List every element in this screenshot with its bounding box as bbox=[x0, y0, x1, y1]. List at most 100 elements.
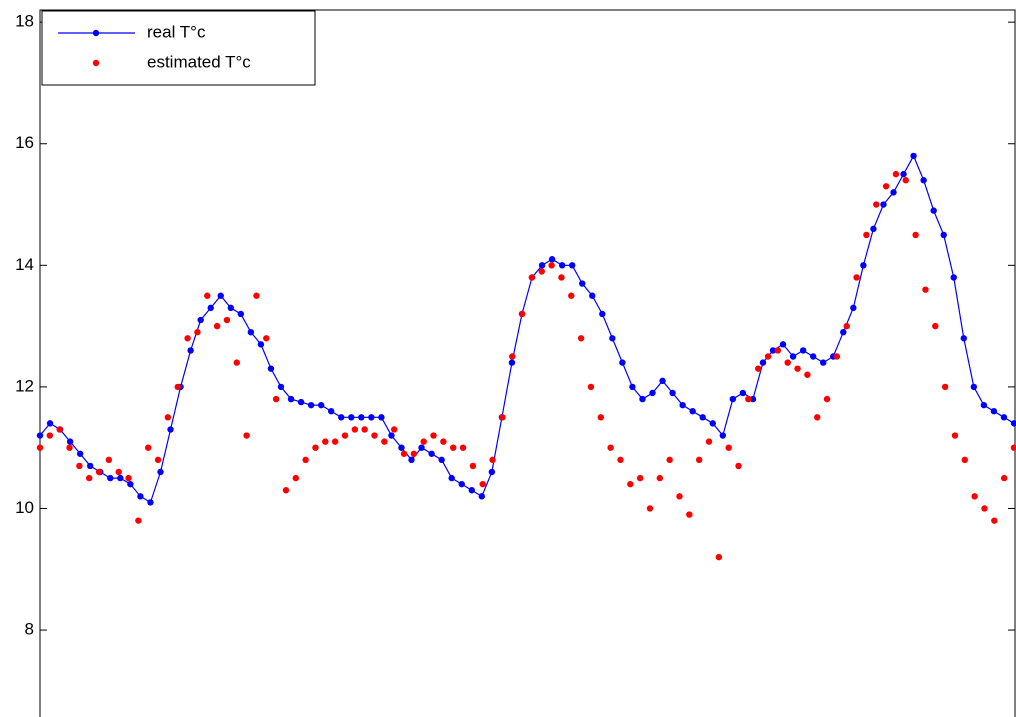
data-point bbox=[115, 468, 122, 476]
data-point bbox=[297, 398, 305, 406]
data-point bbox=[725, 444, 732, 451]
data-point bbox=[597, 414, 604, 421]
data-point bbox=[277, 383, 285, 391]
data-point bbox=[991, 517, 998, 524]
data-point bbox=[833, 353, 841, 360]
data-point bbox=[368, 414, 375, 421]
data-point bbox=[739, 389, 747, 397]
data-point bbox=[860, 262, 867, 269]
data-point bbox=[237, 310, 245, 318]
data-point bbox=[568, 262, 576, 269]
data-point bbox=[715, 553, 723, 561]
data-point bbox=[351, 426, 359, 433]
data-point bbox=[695, 456, 703, 464]
y-tick-label: 12 bbox=[15, 376, 34, 395]
data-point bbox=[66, 438, 74, 445]
data-point bbox=[528, 274, 536, 281]
plot-frame bbox=[39, 9, 1016, 717]
data-point bbox=[95, 468, 103, 476]
data-point bbox=[656, 474, 664, 482]
data-point bbox=[167, 426, 174, 433]
data-point bbox=[961, 456, 969, 464]
data-point bbox=[217, 292, 224, 299]
data-point bbox=[204, 292, 211, 299]
data-point bbox=[1010, 420, 1016, 427]
data-point bbox=[488, 468, 496, 476]
data-point bbox=[882, 183, 890, 190]
data-point bbox=[880, 201, 887, 208]
data-point bbox=[922, 286, 929, 293]
data-point bbox=[87, 462, 94, 470]
data-point bbox=[253, 292, 260, 299]
data-point bbox=[843, 322, 850, 330]
data-point bbox=[870, 225, 877, 233]
series-line bbox=[39, 154, 1015, 504]
data-point bbox=[390, 426, 398, 433]
data-point bbox=[589, 292, 596, 299]
data-point bbox=[853, 274, 860, 281]
data-point bbox=[233, 359, 240, 366]
data-point bbox=[568, 292, 575, 299]
data-point bbox=[950, 274, 957, 281]
data-point bbox=[36, 444, 44, 451]
data-point bbox=[920, 177, 927, 184]
data-point bbox=[358, 414, 365, 421]
data-point bbox=[873, 201, 880, 208]
data-point bbox=[174, 383, 181, 391]
data-point bbox=[900, 170, 907, 178]
data-point bbox=[840, 328, 847, 336]
y-tick-label: 8 bbox=[25, 620, 34, 639]
data-point bbox=[197, 316, 204, 324]
data-point bbox=[548, 262, 555, 269]
y-tick-label: 10 bbox=[15, 498, 34, 517]
data-point bbox=[814, 414, 821, 421]
data-point bbox=[381, 438, 388, 445]
legend-label: estimated T°c bbox=[147, 52, 251, 71]
data-point bbox=[649, 389, 656, 397]
data-point bbox=[184, 335, 191, 342]
data-point bbox=[322, 438, 329, 445]
data-point bbox=[745, 395, 752, 403]
data-point bbox=[666, 456, 673, 464]
legend-label: real T°c bbox=[147, 22, 206, 41]
data-point bbox=[759, 359, 767, 366]
data-point bbox=[458, 480, 465, 488]
legend-marker bbox=[92, 29, 100, 37]
data-point bbox=[809, 353, 817, 360]
data-point bbox=[448, 474, 455, 482]
data-point bbox=[76, 450, 84, 457]
data-point bbox=[213, 322, 221, 330]
data-point bbox=[699, 414, 706, 421]
data-point bbox=[799, 347, 807, 354]
data-point bbox=[558, 262, 566, 269]
data-point bbox=[577, 335, 585, 342]
data-point bbox=[348, 414, 355, 421]
data-point bbox=[784, 359, 791, 366]
data-point bbox=[689, 408, 696, 415]
data-point bbox=[127, 480, 134, 488]
data-point bbox=[440, 438, 447, 445]
data-point bbox=[558, 274, 565, 281]
data-point bbox=[154, 456, 162, 464]
data-point bbox=[312, 444, 319, 451]
data-point bbox=[257, 341, 265, 348]
data-point bbox=[227, 304, 234, 312]
legend-box bbox=[41, 10, 316, 86]
data-point bbox=[499, 414, 506, 421]
data-point bbox=[729, 395, 737, 403]
data-point bbox=[459, 444, 467, 451]
data-point bbox=[36, 432, 44, 439]
data-point bbox=[629, 383, 636, 391]
legend-marker bbox=[92, 59, 100, 67]
data-point bbox=[789, 353, 797, 360]
data-point bbox=[66, 444, 73, 451]
data-point bbox=[769, 347, 777, 354]
data-point bbox=[105, 456, 113, 464]
data-point bbox=[609, 335, 616, 342]
data-point bbox=[223, 316, 231, 324]
data-point bbox=[755, 365, 762, 372]
data-point bbox=[135, 517, 142, 524]
data-point bbox=[902, 177, 909, 184]
data-point bbox=[951, 432, 959, 439]
